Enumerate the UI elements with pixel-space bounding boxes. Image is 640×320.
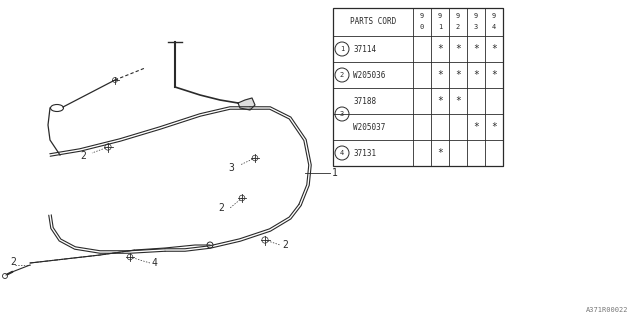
- Text: 0: 0: [420, 24, 424, 30]
- Text: 1: 1: [438, 24, 442, 30]
- Text: 9: 9: [492, 13, 496, 19]
- Text: PARTS CORD: PARTS CORD: [350, 18, 396, 27]
- Text: 2: 2: [218, 203, 224, 213]
- Text: W205037: W205037: [353, 123, 385, 132]
- Text: 9: 9: [438, 13, 442, 19]
- Text: 4: 4: [340, 150, 344, 156]
- Polygon shape: [238, 98, 255, 110]
- Text: 9: 9: [420, 13, 424, 19]
- Text: *: *: [437, 70, 443, 80]
- Text: 2: 2: [10, 257, 16, 267]
- Text: *: *: [437, 96, 443, 106]
- Text: 37114: 37114: [353, 44, 376, 53]
- Text: *: *: [473, 44, 479, 54]
- Text: 1: 1: [332, 168, 338, 178]
- Text: 3: 3: [340, 111, 344, 117]
- Text: *: *: [491, 44, 497, 54]
- Bar: [333, 8, 503, 166]
- Text: 9: 9: [474, 13, 478, 19]
- Text: *: *: [437, 148, 443, 158]
- Circle shape: [335, 68, 349, 82]
- Text: 3: 3: [474, 24, 478, 30]
- Circle shape: [335, 107, 349, 121]
- Text: 3: 3: [228, 163, 234, 173]
- Text: 2: 2: [80, 151, 86, 161]
- Text: *: *: [491, 70, 497, 80]
- Text: 2: 2: [456, 24, 460, 30]
- Circle shape: [335, 42, 349, 56]
- Text: 4: 4: [492, 24, 496, 30]
- Text: *: *: [455, 96, 461, 106]
- Text: 9: 9: [456, 13, 460, 19]
- Text: A371R00022: A371R00022: [586, 307, 628, 313]
- Text: *: *: [455, 44, 461, 54]
- Text: *: *: [491, 122, 497, 132]
- Text: *: *: [437, 44, 443, 54]
- Text: 37188: 37188: [353, 97, 376, 106]
- Text: 1: 1: [340, 46, 344, 52]
- Text: 37131: 37131: [353, 148, 376, 157]
- Text: *: *: [455, 70, 461, 80]
- Text: 2: 2: [282, 240, 288, 250]
- Text: 2: 2: [340, 72, 344, 78]
- Text: *: *: [473, 122, 479, 132]
- Text: W205036: W205036: [353, 70, 385, 79]
- Text: *: *: [473, 70, 479, 80]
- Circle shape: [335, 146, 349, 160]
- Text: 4: 4: [152, 258, 158, 268]
